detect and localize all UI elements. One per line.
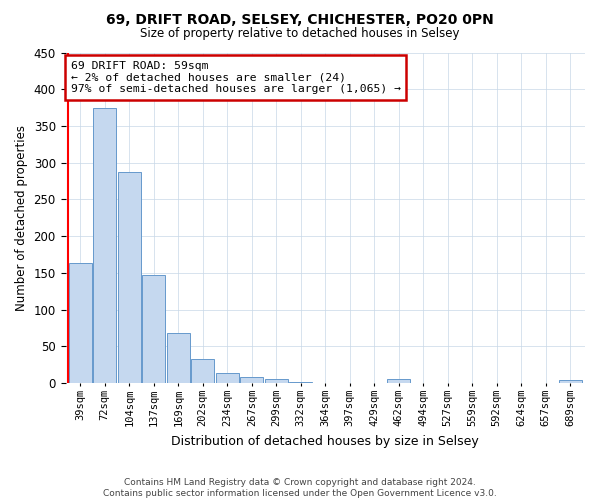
Bar: [142, 275, 166, 383]
Bar: [93, 108, 116, 383]
Bar: [265, 378, 288, 383]
Bar: [289, 382, 313, 383]
Text: 69 DRIFT ROAD: 59sqm
← 2% of detached houses are smaller (24)
97% of semi-detach: 69 DRIFT ROAD: 59sqm ← 2% of detached ho…: [71, 61, 401, 94]
Bar: [387, 380, 410, 383]
Bar: [240, 377, 263, 383]
Bar: [559, 380, 582, 383]
Bar: [215, 373, 239, 383]
Text: Contains HM Land Registry data © Crown copyright and database right 2024.
Contai: Contains HM Land Registry data © Crown c…: [103, 478, 497, 498]
Bar: [191, 359, 214, 383]
Bar: [68, 264, 92, 383]
Y-axis label: Number of detached properties: Number of detached properties: [15, 125, 28, 311]
Text: Size of property relative to detached houses in Selsey: Size of property relative to detached ho…: [140, 28, 460, 40]
Bar: [167, 333, 190, 383]
Text: 69, DRIFT ROAD, SELSEY, CHICHESTER, PO20 0PN: 69, DRIFT ROAD, SELSEY, CHICHESTER, PO20…: [106, 12, 494, 26]
Bar: [118, 172, 141, 383]
X-axis label: Distribution of detached houses by size in Selsey: Distribution of detached houses by size …: [172, 434, 479, 448]
